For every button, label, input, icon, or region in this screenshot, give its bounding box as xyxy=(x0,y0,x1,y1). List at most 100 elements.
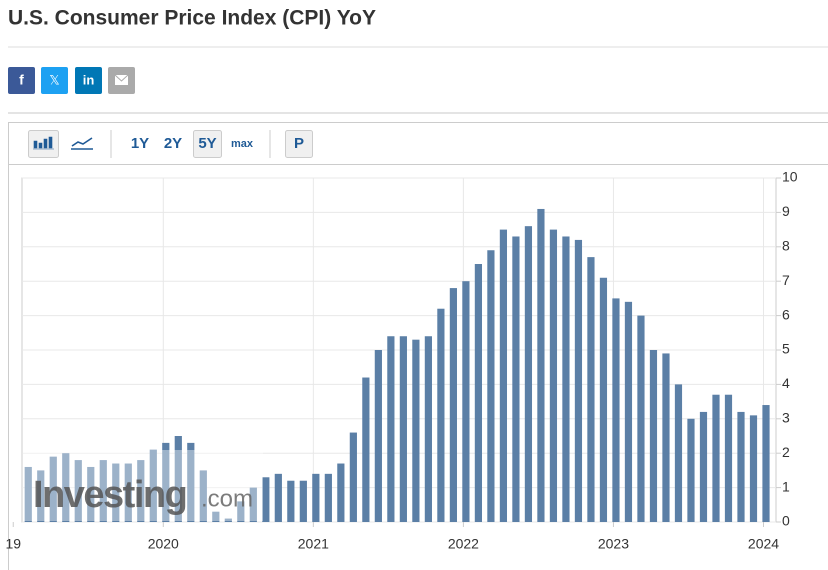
range-button[interactable]: 2Y xyxy=(164,135,182,152)
linkedin-button[interactable] xyxy=(75,67,102,94)
toolbar: 1Y 2Y 5Y max P xyxy=(28,130,313,158)
bar xyxy=(462,281,470,522)
x-tick-label: 2022 xyxy=(448,536,479,552)
email-icon-flap xyxy=(114,74,129,82)
bar xyxy=(637,315,645,522)
range-button-active[interactable] xyxy=(193,130,222,158)
bar xyxy=(662,353,670,522)
watermark: Investing xyxy=(33,474,186,516)
bar xyxy=(137,460,145,522)
bar xyxy=(362,377,370,522)
bar xyxy=(699,411,708,522)
bar xyxy=(749,415,758,522)
range-button[interactable]: 5Y xyxy=(198,135,216,152)
bar xyxy=(424,336,432,522)
x-button[interactable] xyxy=(41,67,68,94)
print-button[interactable] xyxy=(285,130,313,158)
bar xyxy=(287,480,295,522)
bar xyxy=(499,229,508,522)
bar xyxy=(487,250,495,523)
x-tick-label: 2023 xyxy=(598,536,629,552)
bar xyxy=(187,442,195,522)
bar xyxy=(624,301,633,522)
bar xyxy=(537,208,545,522)
bar xyxy=(387,336,395,522)
bar xyxy=(574,239,583,523)
bar-icon xyxy=(33,136,54,150)
line-chart-button[interactable] xyxy=(71,137,93,150)
bar xyxy=(162,442,170,522)
bar xyxy=(312,473,320,522)
bar xyxy=(299,480,307,522)
bar xyxy=(724,394,733,522)
bar xyxy=(349,432,357,522)
bar xyxy=(262,477,270,522)
x-tick-label: 2021 xyxy=(298,536,329,552)
linkedin-label: in xyxy=(83,72,95,87)
bar xyxy=(687,418,695,522)
bar xyxy=(112,463,120,522)
bar xyxy=(524,226,533,522)
email-icon xyxy=(115,75,128,85)
bar xyxy=(712,394,720,522)
y-tick-label: 7 xyxy=(782,272,790,288)
bar xyxy=(587,257,595,522)
bar xyxy=(199,470,207,522)
x-label: 𝕏 xyxy=(49,72,59,87)
y-tick-label: 3 xyxy=(782,410,790,426)
bar xyxy=(324,473,332,522)
print-label: P xyxy=(294,135,304,152)
y-tick-label: 2 xyxy=(782,444,790,460)
bar xyxy=(149,449,157,522)
bar xyxy=(74,460,82,522)
bar xyxy=(224,518,232,522)
x-tick-label: 19 xyxy=(5,536,21,552)
range-button[interactable]: max xyxy=(231,138,254,150)
bar xyxy=(512,236,520,523)
y-tick-label: 4 xyxy=(782,375,790,391)
bar xyxy=(474,264,483,522)
bar xyxy=(549,229,558,522)
chart-frame xyxy=(8,122,828,570)
bar xyxy=(674,384,683,522)
bar xyxy=(399,336,407,522)
y-tick-label: 9 xyxy=(782,203,790,219)
bar xyxy=(212,511,220,522)
bar xyxy=(99,460,107,522)
bar xyxy=(337,463,345,522)
x-tick-label: 2024 xyxy=(748,536,779,552)
bar xyxy=(49,456,57,522)
bar xyxy=(437,308,445,522)
bar xyxy=(599,277,608,522)
bar xyxy=(612,298,620,522)
share-bar: f 𝕏 in xyxy=(8,67,135,94)
bar xyxy=(174,436,182,522)
bar xyxy=(449,288,457,522)
bar xyxy=(737,411,745,522)
y-tick-label: 5 xyxy=(782,341,790,357)
x-tick-label: 2020 xyxy=(148,536,179,552)
y-tick-label: 8 xyxy=(782,238,790,254)
bar-chart-button[interactable] xyxy=(28,130,59,158)
bar xyxy=(87,466,95,522)
bar xyxy=(249,487,257,522)
y-tick-label: 0 xyxy=(782,513,790,529)
bar xyxy=(37,470,45,522)
bar xyxy=(237,501,245,522)
page-title: U.S. Consumer Price Index (CPI) YoY xyxy=(8,7,376,30)
bar xyxy=(24,466,32,522)
bar xyxy=(762,405,770,522)
watermark-veil xyxy=(23,450,263,521)
bar xyxy=(374,350,382,522)
facebook-label: f xyxy=(19,72,24,88)
watermark: .com xyxy=(201,485,253,512)
plot: 0 1 2 3 4 5 6 7 8 9 10 19 2020 2021 2022 2023 2024 Invest… xyxy=(5,169,797,552)
bar xyxy=(274,473,282,522)
bar xyxy=(649,350,658,522)
y-tick-label: 10 xyxy=(782,169,798,185)
bar xyxy=(62,453,70,522)
bar xyxy=(412,339,420,522)
facebook-button[interactable] xyxy=(8,67,35,94)
range-button[interactable]: 1Y xyxy=(131,135,149,152)
